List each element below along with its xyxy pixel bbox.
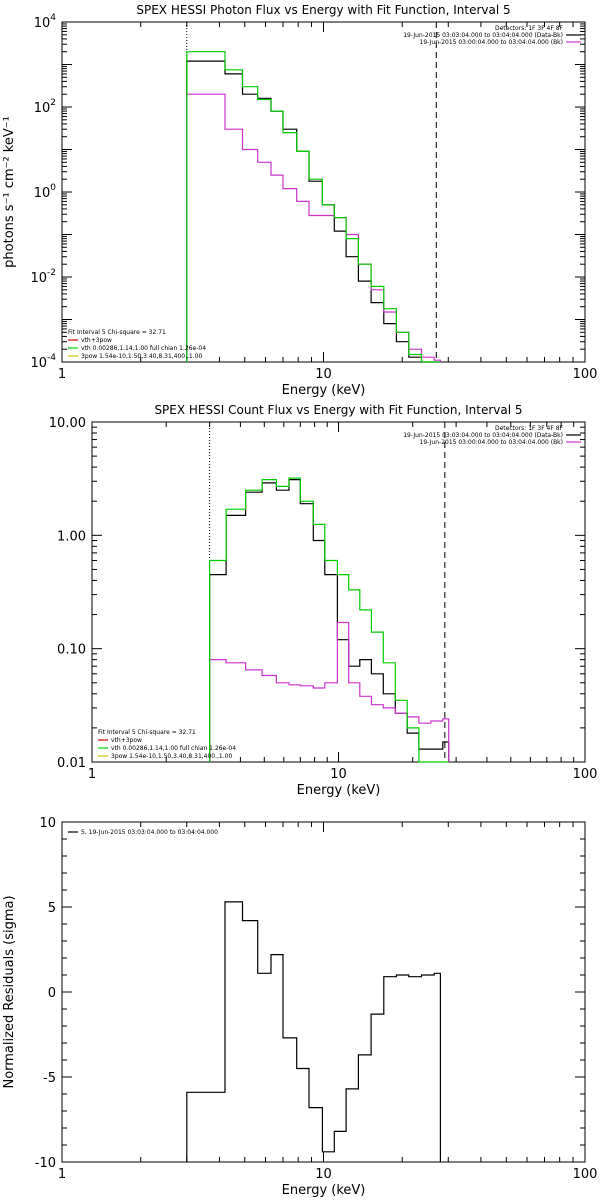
legend-entry: 19-Jun-2015 03:00:04.000 to 03:04:04.000…: [420, 39, 563, 46]
legend-entry: Detectors: 1F 3F 4F 8F: [495, 425, 564, 432]
x-tick-label: 1: [88, 767, 96, 782]
residuals-panel: Energy (keV) Normalized Residuals (sigma)…: [2, 816, 597, 1198]
y-tick-label: 10-2: [30, 268, 56, 286]
chart-title: SPEX HESSI Count Flux vs Energy with Fit…: [154, 403, 522, 417]
legend-entry: Fit Interval 5 Chi-square = 32.71: [98, 729, 196, 736]
x-axis-label: Energy (keV): [282, 1183, 366, 1198]
x-tick-label: 100: [573, 367, 598, 382]
y-tick-exponent: -2: [47, 268, 56, 278]
y-axis-label: Normalized Residuals (sigma): [2, 895, 17, 1088]
y-tick-label: 0.10: [57, 643, 86, 658]
y-tick-label: 104: [34, 13, 57, 31]
photon-flux-panel: SPEX HESSI Photon Flux vs Energy with Fi…: [2, 3, 597, 398]
y-tick-exponent: 2: [50, 98, 56, 108]
legend-entry: 19-Jun-2015 03:00:04.000 to 03:04:04.000…: [420, 439, 563, 446]
series-line-2: [209, 477, 449, 763]
series-line-1: [209, 621, 450, 762]
y-tick-label: 10-4: [30, 353, 56, 371]
y-tick-label: -10: [35, 1156, 56, 1171]
y-axis-label: photons s⁻¹ cm⁻² keV⁻¹: [2, 116, 17, 268]
legend-entry: vth 0.00286,1.14,1.00 full chian 1.26e-0…: [81, 345, 206, 352]
y-tick-label: 1.00: [57, 529, 86, 544]
legend-entry: 19-Jun-2015 03:03:04.000 to 03:04:04.000…: [403, 32, 563, 39]
legend-entry: 5, 19-Jun-2015 03:03:04.000 to 03:04:04.…: [81, 829, 218, 836]
series-line-0: [186, 901, 441, 1162]
legend-entry: 19-Jun-2015 03:03:04.000 to 03:04:04.000…: [403, 432, 563, 439]
y-tick-label: 10.00: [49, 416, 86, 431]
y-tick-label: 102: [34, 98, 56, 116]
legend-entry: Detectors: 1F 3F 4F 8F: [495, 25, 564, 32]
chart-title: SPEX HESSI Photon Flux vs Energy with Fi…: [136, 3, 510, 17]
y-tick-label: 0: [48, 986, 56, 1001]
legend-entry: 3pow 1.54e-10,1.50,3.40,8.31,400.,1.00: [81, 353, 202, 360]
series-line-2: [186, 51, 441, 363]
y-tick-label: 0.01: [57, 756, 86, 771]
plot-frame: [61, 21, 586, 363]
y-tick-label: -5: [43, 1071, 56, 1086]
legend-entry: vth 0.00286,1.14,1.00 full chian 1.26e-0…: [111, 745, 236, 752]
x-axis-label: Energy (keV): [297, 783, 381, 798]
x-tick-label: 10: [330, 767, 347, 782]
count-flux-panel: SPEX HESSI Count Flux vs Energy with Fit…: [49, 403, 598, 798]
y-tick-exponent: 0: [50, 183, 56, 193]
x-axis-label: Energy (keV): [282, 383, 366, 398]
series-line-0: [209, 479, 450, 762]
plot-frame: [61, 821, 586, 1163]
y-tick-exponent: -4: [47, 353, 56, 363]
y-tick-label: 10: [39, 816, 56, 831]
x-tick-label: 10: [315, 1167, 332, 1182]
legend-entry: vth+3pow: [81, 337, 112, 344]
legend-entry: Fit Interval 5 Chi-square = 32.71: [68, 329, 166, 336]
y-tick-exponent: 4: [50, 13, 56, 23]
legend-entry: 3pow 1.54e-10,1.50,3.40,8.31,400.,1.00: [111, 753, 232, 760]
legend-entry: vth+3pow: [111, 737, 142, 744]
y-tick-label: 5: [48, 901, 56, 916]
y-tick-label: 100: [34, 183, 57, 201]
plot-frame: [91, 421, 586, 763]
x-tick-label: 100: [573, 767, 598, 782]
x-tick-label: 10: [315, 367, 332, 382]
x-tick-label: 1: [58, 367, 66, 382]
x-tick-label: 1: [58, 1167, 66, 1182]
x-tick-label: 100: [573, 1167, 598, 1182]
series-line-1: [186, 93, 441, 362]
